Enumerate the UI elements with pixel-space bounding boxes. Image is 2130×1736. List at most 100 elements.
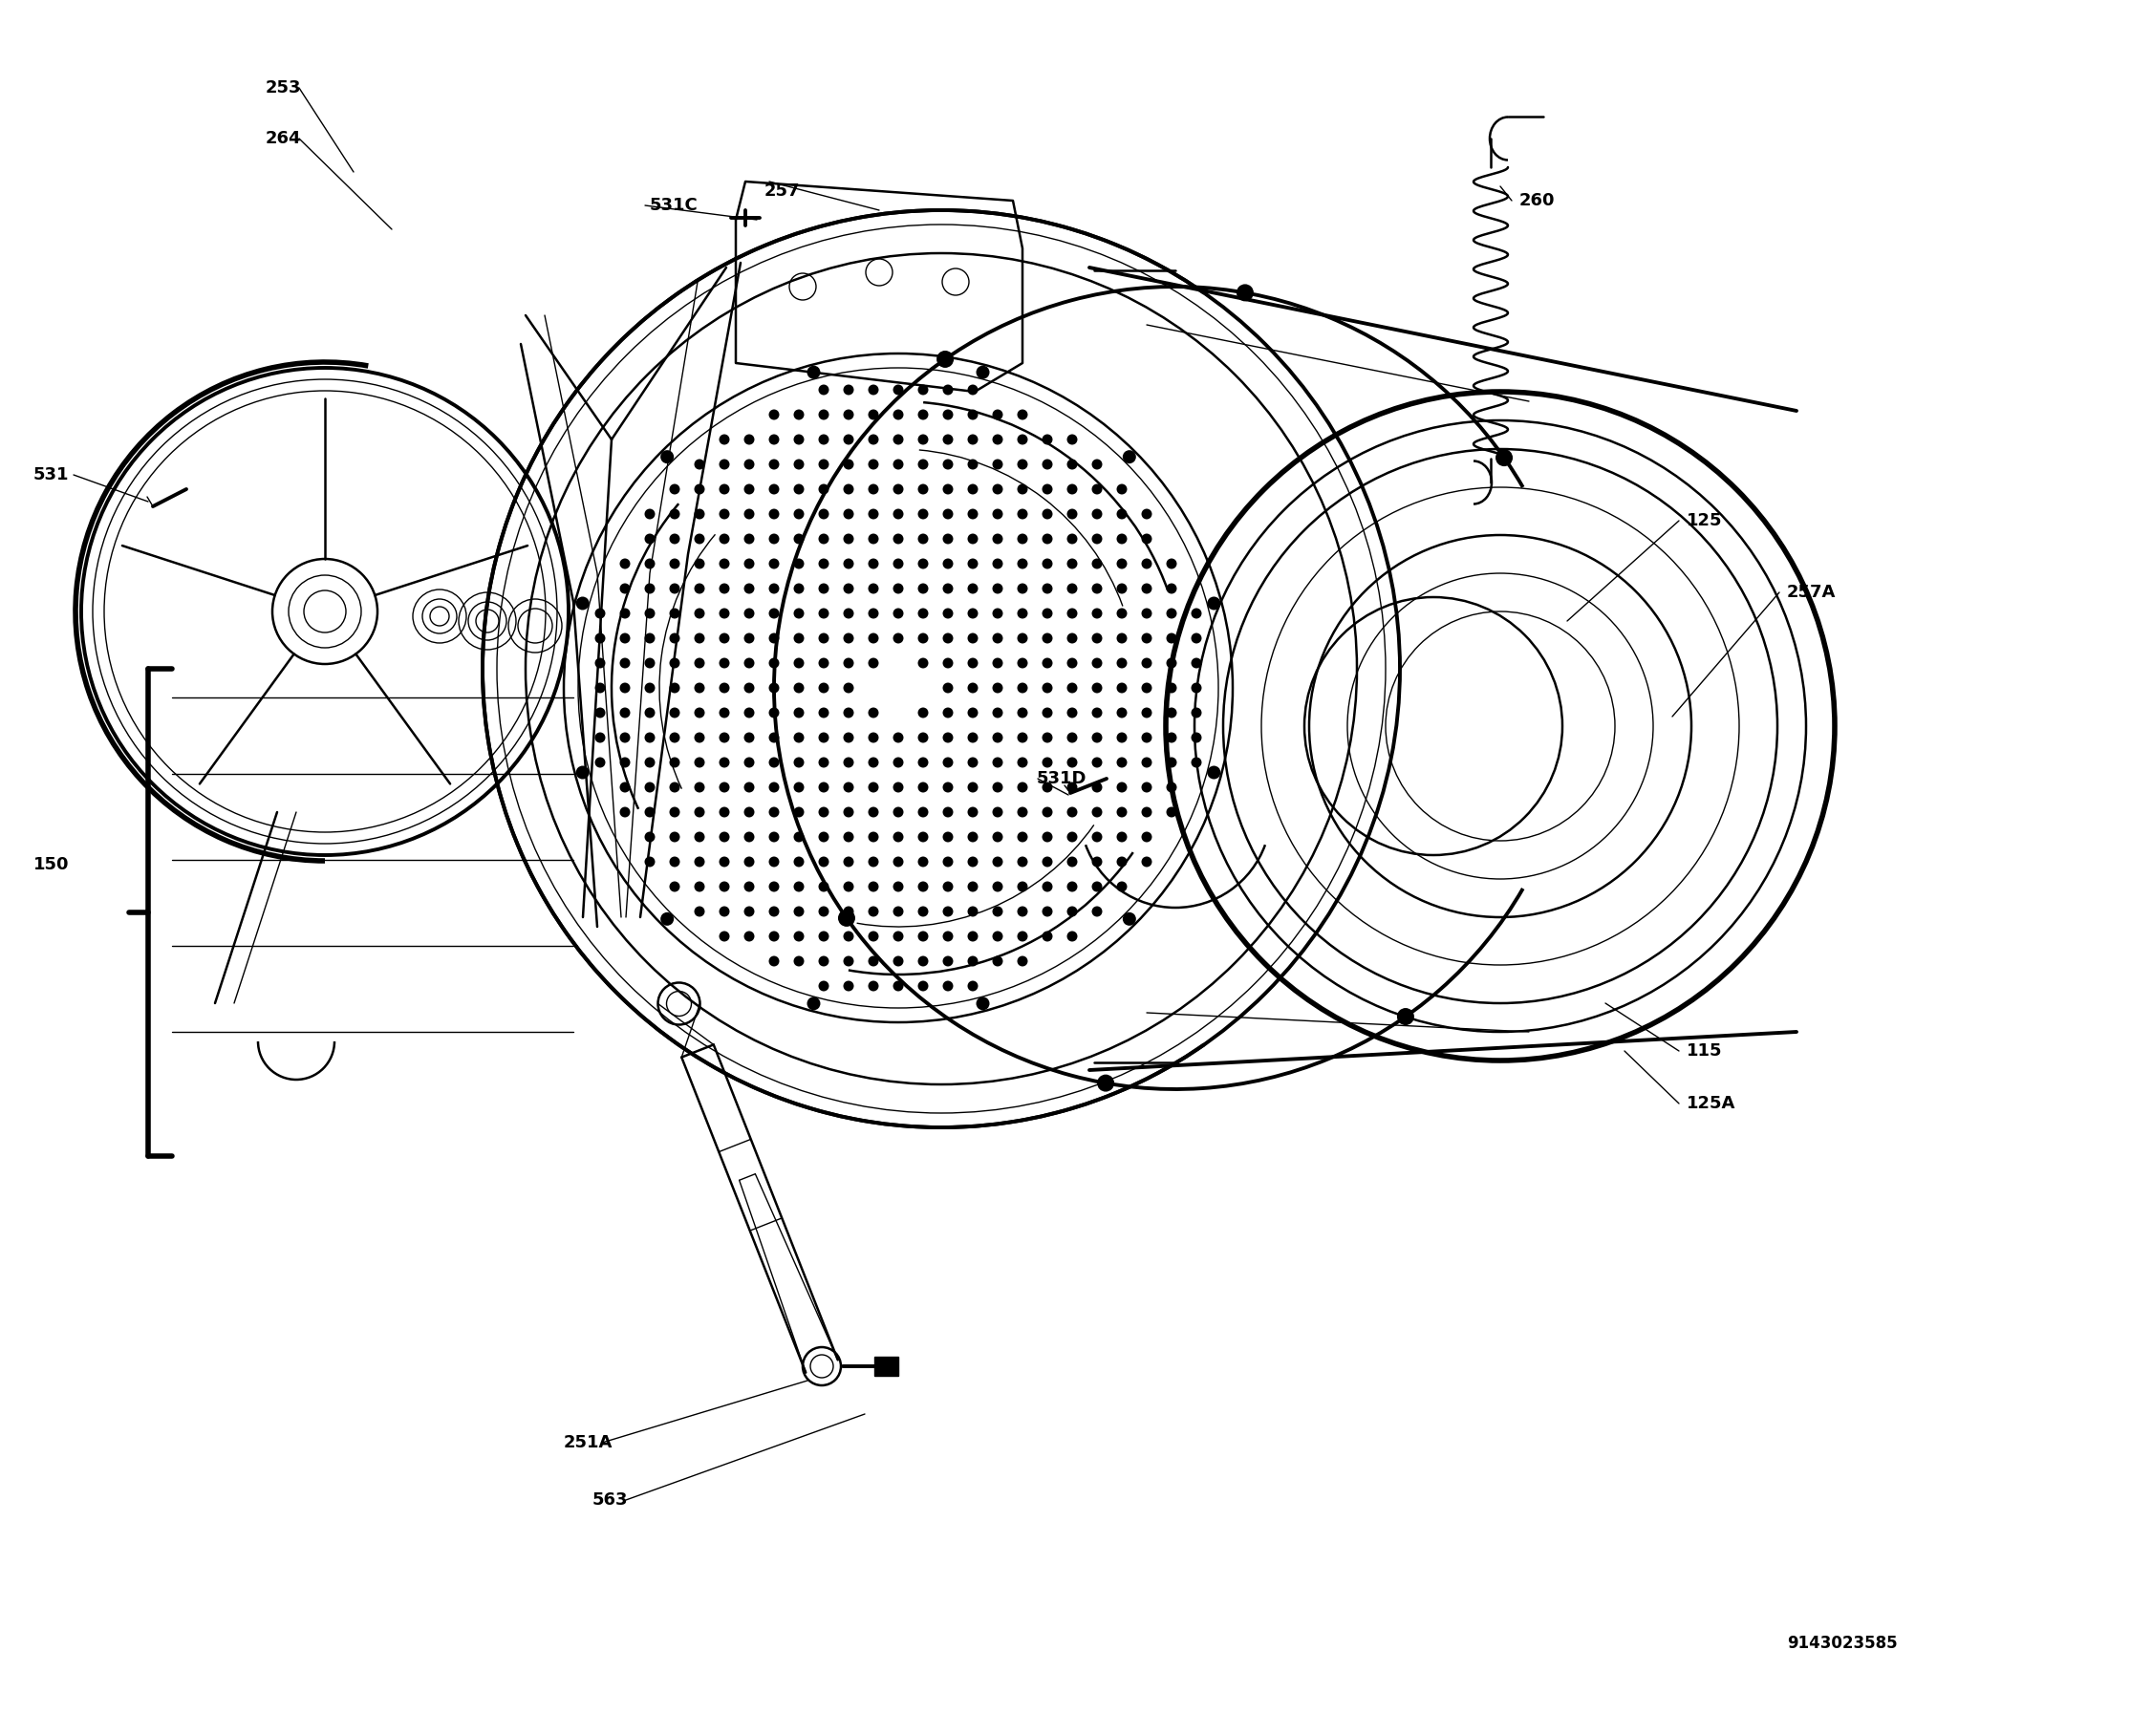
- Circle shape: [892, 781, 903, 793]
- Circle shape: [869, 733, 880, 743]
- Circle shape: [892, 832, 903, 842]
- Text: 257A: 257A: [1787, 583, 1836, 601]
- Circle shape: [645, 634, 656, 644]
- Circle shape: [818, 634, 829, 644]
- Circle shape: [993, 608, 1003, 618]
- Circle shape: [944, 608, 954, 618]
- Circle shape: [1093, 634, 1101, 644]
- Circle shape: [694, 634, 705, 644]
- Circle shape: [944, 882, 954, 892]
- Circle shape: [944, 832, 954, 842]
- Circle shape: [818, 658, 829, 668]
- Circle shape: [1142, 509, 1152, 519]
- Circle shape: [1018, 733, 1029, 743]
- Circle shape: [918, 981, 929, 991]
- Circle shape: [794, 708, 805, 719]
- Circle shape: [645, 757, 656, 767]
- Circle shape: [892, 533, 903, 543]
- Circle shape: [1116, 559, 1127, 569]
- Circle shape: [843, 957, 854, 967]
- Circle shape: [620, 608, 630, 618]
- Circle shape: [818, 832, 829, 842]
- Circle shape: [892, 882, 903, 892]
- Circle shape: [1116, 708, 1127, 719]
- Circle shape: [1191, 708, 1201, 719]
- Circle shape: [843, 757, 854, 767]
- Circle shape: [818, 882, 829, 892]
- Circle shape: [645, 832, 656, 842]
- Circle shape: [620, 781, 630, 793]
- Circle shape: [720, 509, 731, 519]
- Circle shape: [720, 807, 731, 818]
- Circle shape: [837, 910, 856, 927]
- Circle shape: [843, 509, 854, 519]
- Circle shape: [944, 658, 954, 668]
- Circle shape: [944, 434, 954, 444]
- Circle shape: [918, 583, 929, 594]
- Circle shape: [720, 906, 731, 917]
- Circle shape: [769, 509, 780, 519]
- Circle shape: [993, 533, 1003, 543]
- Circle shape: [645, 733, 656, 743]
- Circle shape: [794, 807, 805, 818]
- Circle shape: [1018, 807, 1029, 818]
- Circle shape: [918, 434, 929, 444]
- Circle shape: [575, 597, 590, 609]
- Circle shape: [993, 930, 1003, 941]
- Circle shape: [1191, 634, 1201, 644]
- Polygon shape: [735, 182, 1022, 392]
- Circle shape: [843, 484, 854, 495]
- Circle shape: [1042, 658, 1052, 668]
- Circle shape: [645, 608, 656, 618]
- Circle shape: [993, 807, 1003, 818]
- Circle shape: [967, 906, 978, 917]
- Circle shape: [1042, 634, 1052, 644]
- Circle shape: [967, 757, 978, 767]
- Circle shape: [1018, 882, 1029, 892]
- Circle shape: [794, 957, 805, 967]
- Circle shape: [1018, 930, 1029, 941]
- Circle shape: [918, 930, 929, 941]
- Circle shape: [620, 559, 630, 569]
- Circle shape: [869, 930, 880, 941]
- Circle shape: [944, 682, 954, 693]
- Circle shape: [843, 583, 854, 594]
- Circle shape: [1067, 781, 1078, 793]
- Circle shape: [769, 856, 780, 866]
- Circle shape: [967, 658, 978, 668]
- Circle shape: [843, 410, 854, 420]
- Circle shape: [993, 781, 1003, 793]
- Circle shape: [918, 385, 929, 396]
- Circle shape: [743, 856, 754, 866]
- Circle shape: [818, 458, 829, 470]
- Circle shape: [944, 385, 954, 396]
- Circle shape: [918, 634, 929, 644]
- Circle shape: [818, 906, 829, 917]
- Circle shape: [1142, 708, 1152, 719]
- Circle shape: [769, 957, 780, 967]
- Circle shape: [1067, 733, 1078, 743]
- Circle shape: [967, 484, 978, 495]
- Circle shape: [869, 410, 880, 420]
- Circle shape: [645, 781, 656, 793]
- Circle shape: [967, 733, 978, 743]
- Circle shape: [843, 533, 854, 543]
- Circle shape: [944, 410, 954, 420]
- Circle shape: [1116, 757, 1127, 767]
- Circle shape: [818, 733, 829, 743]
- Circle shape: [769, 533, 780, 543]
- Circle shape: [967, 434, 978, 444]
- Circle shape: [743, 757, 754, 767]
- Circle shape: [967, 608, 978, 618]
- Circle shape: [769, 458, 780, 470]
- Circle shape: [1142, 559, 1152, 569]
- Circle shape: [843, 682, 854, 693]
- Circle shape: [769, 682, 780, 693]
- Circle shape: [694, 733, 705, 743]
- Circle shape: [620, 583, 630, 594]
- Circle shape: [694, 906, 705, 917]
- Circle shape: [944, 533, 954, 543]
- Circle shape: [743, 484, 754, 495]
- Circle shape: [818, 757, 829, 767]
- Circle shape: [807, 366, 820, 378]
